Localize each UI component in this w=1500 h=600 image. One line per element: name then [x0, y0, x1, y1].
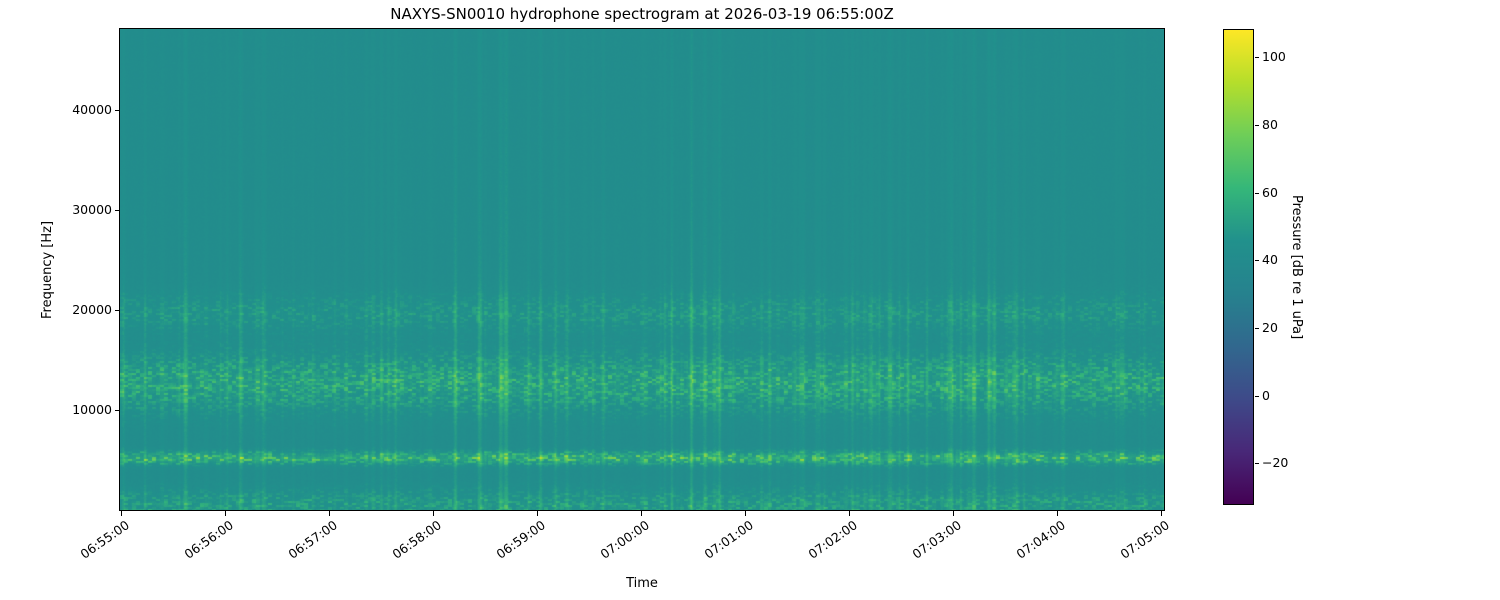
colorbar-tick-mark: [1255, 124, 1259, 126]
colorbar-tick-label: 80: [1262, 116, 1278, 132]
x-tick-label: 07:02:00: [805, 517, 861, 562]
x-tick-mark: [537, 511, 538, 516]
colorbar: [1223, 29, 1254, 505]
x-tick-mark: [121, 511, 122, 516]
y-tick-label: 20000: [72, 302, 112, 317]
colorbar-tick-label: 100: [1262, 49, 1286, 65]
x-tick-label: 06:55:00: [77, 517, 133, 562]
colorbar-label: Pressure [dB re 1 uPa]: [1289, 194, 1304, 340]
spectrogram-canvas: [120, 29, 1164, 510]
x-tick-mark: [1057, 511, 1058, 516]
x-tick-label: 06:56:00: [181, 517, 237, 562]
x-axis-label: Time: [626, 576, 658, 591]
colorbar-tick-mark: [1255, 327, 1259, 329]
x-tick-mark: [641, 511, 642, 516]
y-tick-label: 30000: [72, 202, 112, 217]
x-tick-mark: [225, 511, 226, 516]
colorbar-tick-label: 20: [1262, 319, 1278, 335]
x-tick-label: 07:01:00: [701, 517, 757, 562]
x-tick-mark: [1161, 511, 1162, 516]
colorbar-tick-mark: [1255, 395, 1259, 397]
colorbar-tick-mark: [1255, 192, 1259, 194]
colorbar-tick-label: −20: [1262, 455, 1289, 471]
colorbar-tick-mark: [1255, 463, 1259, 465]
y-tick-mark: [115, 110, 119, 111]
x-tick-label: 07:04:00: [1013, 517, 1069, 562]
x-tick-label: 06:58:00: [389, 517, 445, 562]
x-tick-mark: [953, 511, 954, 516]
chart-title: NAXYS-SN0010 hydrophone spectrogram at 2…: [390, 5, 894, 23]
colorbar-gradient: [1224, 30, 1253, 504]
y-tick-mark: [115, 210, 119, 211]
x-tick-mark: [329, 511, 330, 516]
colorbar-tick-label: 0: [1262, 387, 1270, 403]
x-tick-mark: [745, 511, 746, 516]
x-tick-label: 06:59:00: [493, 517, 549, 562]
y-axis-label: Frequency [Hz]: [40, 220, 55, 319]
x-tick-mark: [849, 511, 850, 516]
x-tick-label: 06:57:00: [285, 517, 341, 562]
y-tick-label: 40000: [72, 102, 112, 117]
colorbar-tick-label: 60: [1262, 184, 1278, 200]
y-tick-mark: [115, 410, 119, 411]
y-tick-mark: [115, 310, 119, 311]
colorbar-tick-label: 40: [1262, 252, 1278, 268]
x-tick-mark: [433, 511, 434, 516]
colorbar-tick-mark: [1255, 260, 1259, 262]
x-tick-label: 07:05:00: [1117, 517, 1173, 562]
x-tick-label: 07:03:00: [909, 517, 965, 562]
colorbar-tick-mark: [1255, 57, 1259, 59]
y-tick-label: 10000: [72, 402, 112, 417]
x-tick-label: 07:00:00: [597, 517, 653, 562]
